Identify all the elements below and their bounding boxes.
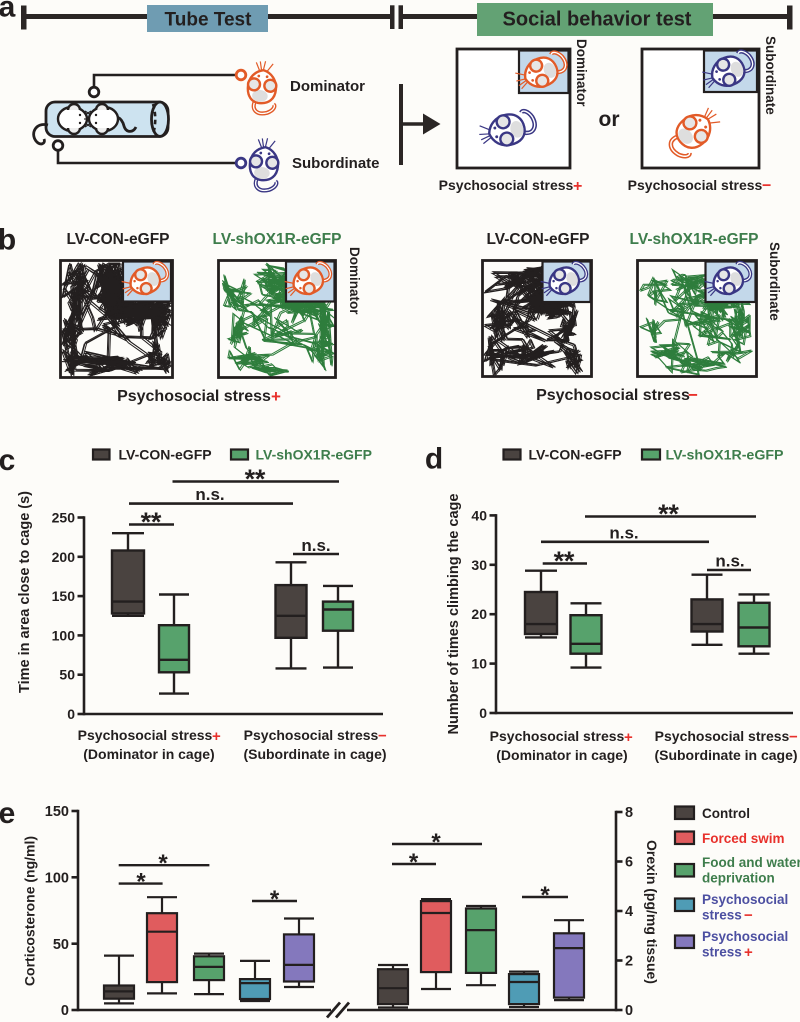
svg-text:(Subordinate in cage): (Subordinate in cage) xyxy=(654,747,797,763)
svg-text:Psychosocial: Psychosocial xyxy=(702,892,788,907)
svg-text:LV-shOX1R-eGFP: LV-shOX1R-eGFP xyxy=(666,448,784,464)
svg-text:Psychosocial stress: Psychosocial stress xyxy=(117,388,271,405)
svg-text:Orexin (pg/mg tissue): Orexin (pg/mg tissue) xyxy=(644,840,660,984)
svg-text:−: − xyxy=(789,729,798,746)
svg-text:LV-shOX1R-eGFP: LV-shOX1R-eGFP xyxy=(630,231,759,248)
svg-text:deprivation: deprivation xyxy=(702,871,775,886)
svg-text:*: * xyxy=(431,829,441,856)
svg-text:0: 0 xyxy=(67,706,75,722)
svg-text:a: a xyxy=(0,0,16,24)
svg-text:Psychosocial: Psychosocial xyxy=(702,929,788,944)
svg-text:Psychosocial stress: Psychosocial stress xyxy=(536,387,690,404)
svg-text:+: + xyxy=(624,729,633,746)
svg-text:*: * xyxy=(658,499,669,529)
svg-text:n.s.: n.s. xyxy=(195,485,224,504)
svg-text:*: * xyxy=(245,464,256,494)
svg-text:0: 0 xyxy=(61,1003,69,1019)
svg-text:50: 50 xyxy=(53,937,69,953)
svg-text:d: d xyxy=(425,443,443,476)
svg-text:Subordinate: Subordinate xyxy=(292,155,380,172)
svg-text:(Dominator in cage): (Dominator in cage) xyxy=(496,747,627,763)
svg-text:*: * xyxy=(136,869,146,896)
svg-text:Psychosocial stress: Psychosocial stress xyxy=(628,177,763,193)
svg-text:2: 2 xyxy=(625,954,633,970)
svg-text:Subordinate: Subordinate xyxy=(767,242,782,321)
svg-text:Number of times climbing the c: Number of times climbing the cage xyxy=(446,494,462,735)
svg-text:*: * xyxy=(409,849,419,876)
svg-text:0: 0 xyxy=(479,705,487,721)
svg-text:200: 200 xyxy=(52,549,76,565)
svg-text:*: * xyxy=(554,546,565,576)
svg-text:+: + xyxy=(271,387,281,406)
svg-text:Psychosocial stress: Psychosocial stress xyxy=(655,728,790,744)
svg-text:Time in area close to cage (s): Time in area close to cage (s) xyxy=(17,491,33,693)
svg-text:Psychosocial stress: Psychosocial stress xyxy=(439,177,574,193)
svg-text:*: * xyxy=(151,507,162,537)
svg-text:40: 40 xyxy=(471,507,487,523)
svg-text:6: 6 xyxy=(625,855,633,871)
svg-text:stress: stress xyxy=(702,945,742,960)
svg-text:Social behavior test: Social behavior test xyxy=(503,9,692,31)
svg-text:*: * xyxy=(668,499,679,529)
svg-text:−: − xyxy=(744,907,753,924)
svg-text:Forced swim: Forced swim xyxy=(702,831,785,846)
svg-text:n.s.: n.s. xyxy=(301,536,330,555)
svg-text:+: + xyxy=(573,178,582,195)
svg-text:Dominator: Dominator xyxy=(574,39,589,107)
svg-text:n.s.: n.s. xyxy=(609,524,638,543)
svg-text:+: + xyxy=(744,944,753,961)
svg-text:LV-shOX1R-eGFP: LV-shOX1R-eGFP xyxy=(213,231,342,248)
svg-text:100: 100 xyxy=(45,871,69,887)
svg-text:LV-CON-eGFP: LV-CON-eGFP xyxy=(486,231,589,248)
svg-text:*: * xyxy=(255,464,266,494)
svg-text:e: e xyxy=(0,797,15,830)
svg-text:Psychosocial stress: Psychosocial stress xyxy=(490,728,625,744)
svg-text:30: 30 xyxy=(471,557,487,573)
svg-text:250: 250 xyxy=(52,510,76,526)
svg-text:Tube Test: Tube Test xyxy=(165,10,253,31)
svg-text:or: or xyxy=(599,108,620,131)
svg-text:Dominator: Dominator xyxy=(347,247,362,315)
svg-text:(Dominator in cage): (Dominator in cage) xyxy=(83,746,214,762)
svg-text:Control: Control xyxy=(702,806,750,821)
svg-text:*: * xyxy=(141,507,152,537)
svg-text:Dominator: Dominator xyxy=(290,78,365,95)
svg-text:LV-CON-eGFP: LV-CON-eGFP xyxy=(529,447,622,463)
svg-text:100: 100 xyxy=(52,627,76,643)
svg-text:LV-shOX1R-eGFP: LV-shOX1R-eGFP xyxy=(256,447,372,463)
svg-text:150: 150 xyxy=(52,588,76,604)
svg-text:−: − xyxy=(688,386,698,405)
svg-text:10: 10 xyxy=(471,656,487,672)
svg-text:−: − xyxy=(378,728,387,745)
svg-text:50: 50 xyxy=(59,667,75,683)
svg-text:Subordinate: Subordinate xyxy=(763,36,778,115)
svg-text:Psychosocial stress: Psychosocial stress xyxy=(78,727,213,743)
svg-text:−: − xyxy=(762,178,771,195)
svg-text:n.s.: n.s. xyxy=(715,552,744,571)
svg-text:*: * xyxy=(564,546,575,576)
svg-text:LV-CON-eGFP: LV-CON-eGFP xyxy=(119,447,212,463)
svg-text:stress: stress xyxy=(702,908,742,923)
svg-text:c: c xyxy=(0,444,15,477)
svg-text:*: * xyxy=(158,850,168,877)
svg-text:Corticosterone (ng/ml): Corticosterone (ng/ml) xyxy=(22,836,38,986)
svg-text:b: b xyxy=(0,224,16,257)
svg-text:Food and water: Food and water xyxy=(702,855,800,870)
svg-text:LV-CON-eGFP: LV-CON-eGFP xyxy=(66,231,169,248)
svg-text:*: * xyxy=(270,886,280,913)
svg-text:150: 150 xyxy=(45,804,69,820)
svg-text:8: 8 xyxy=(625,805,633,821)
svg-text:Psychosocial stress: Psychosocial stress xyxy=(244,727,379,743)
svg-text:0: 0 xyxy=(625,1003,633,1019)
svg-text:4: 4 xyxy=(625,904,633,920)
svg-text:*: * xyxy=(540,882,550,909)
svg-text:+: + xyxy=(212,728,221,745)
svg-text:20: 20 xyxy=(471,606,487,622)
svg-text:(Subordinate in cage): (Subordinate in cage) xyxy=(243,746,386,762)
